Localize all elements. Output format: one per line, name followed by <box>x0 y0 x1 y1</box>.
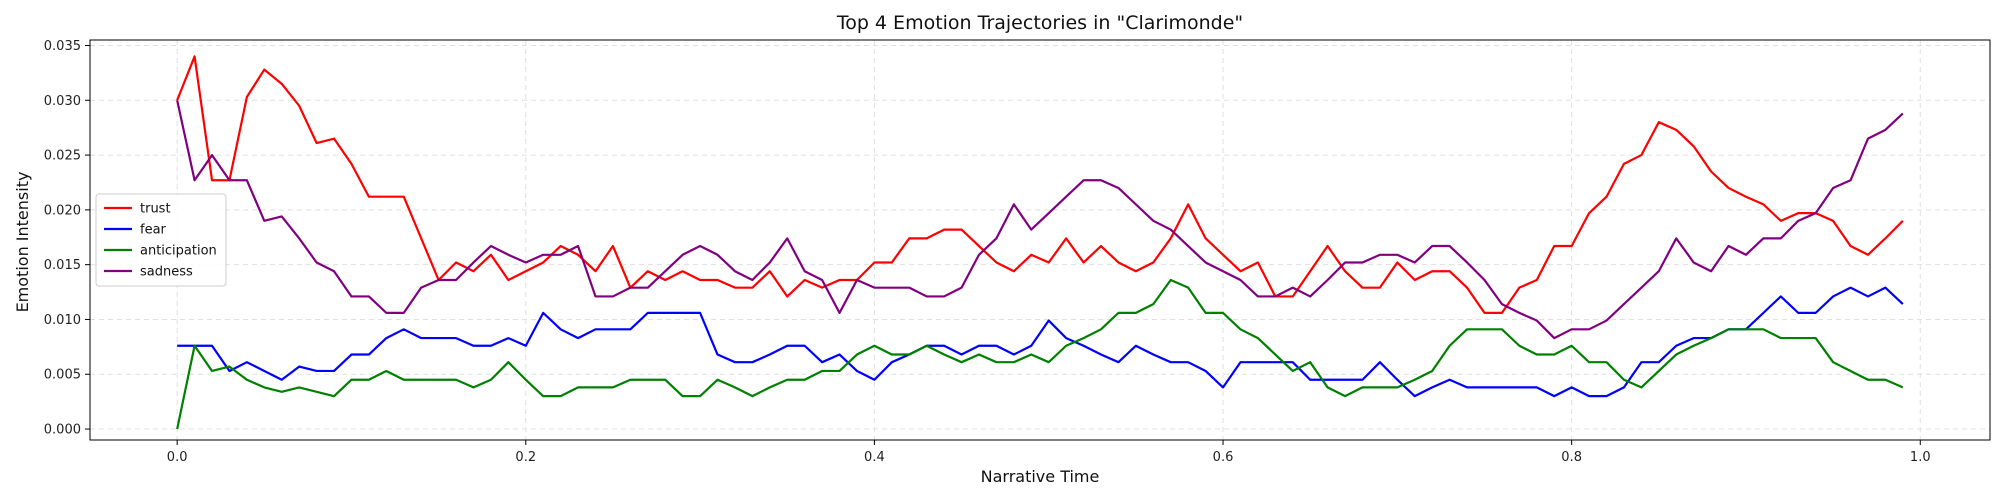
grid <box>90 40 1990 440</box>
series-line-sadness <box>176 100 1904 340</box>
chart-title: Top 4 Emotion Trajectories in "Clarimond… <box>836 12 1243 34</box>
y-tick-label: 0.030 <box>44 94 81 109</box>
y-tick-label: 0.010 <box>44 313 81 328</box>
series-lines <box>176 55 1904 430</box>
x-tick-label: 0.2 <box>515 450 536 465</box>
x-tick-label: 0.0 <box>167 450 188 465</box>
legend-label-sadness: sadness <box>140 265 193 280</box>
y-tick-label: 0.035 <box>44 39 81 54</box>
x-tick-label: 0.4 <box>864 450 885 465</box>
y-tick-label: 0.025 <box>44 149 81 164</box>
x-tick-label: 1.0 <box>1910 450 1931 465</box>
plot-frame <box>89 39 1991 441</box>
series-line-trust <box>176 55 1904 314</box>
series-line-anticipation <box>176 278 1904 430</box>
legend-label-trust: trust <box>140 202 171 217</box>
series-line-fear <box>177 286 1904 398</box>
x-axis-title: Narrative Time <box>981 467 1100 486</box>
legend-box <box>95 193 227 287</box>
x-axis-ticks: 0.0 0.2 0.4 0.6 0.8 1.0 <box>167 440 1931 465</box>
y-tick-label: 0.020 <box>44 203 81 218</box>
y-axis-ticks: 0.000 0.005 0.010 0.015 0.020 0.025 0.030 0.035 <box>44 39 90 438</box>
y-axis-title: Emotion Intensity <box>13 172 32 313</box>
x-tick-label: 0.8 <box>1561 450 1582 465</box>
y-tick-label: 0.000 <box>44 423 81 438</box>
y-tick-label: 0.015 <box>44 258 81 273</box>
legend-label-anticipation: anticipation <box>140 244 217 259</box>
y-tick-label: 0.005 <box>44 368 81 383</box>
legend-label-fear: fear <box>140 223 167 238</box>
legend: trust fear anticipation sadness <box>95 193 227 287</box>
x-tick-label: 0.6 <box>1213 450 1234 465</box>
